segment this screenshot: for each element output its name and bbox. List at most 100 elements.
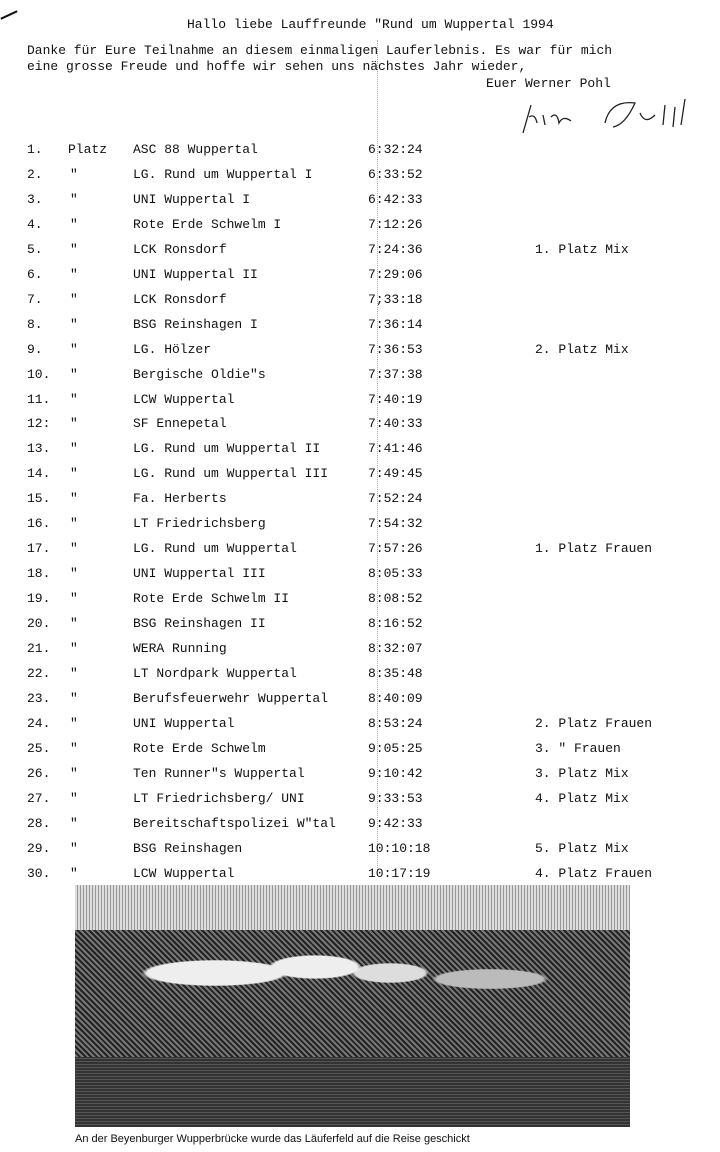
team-name: Rote Erde Schwelm — [133, 740, 266, 756]
finish-time: 7:37:38 — [368, 366, 423, 382]
pen-mark — [0, 10, 18, 20]
ditto-mark: Platz — [68, 142, 108, 157]
result-row: 20. " BSG Reinshagen II 8:16:52 — [0, 616, 720, 636]
team-name: LCW Wuppertal — [133, 865, 235, 881]
rank: 6. — [27, 266, 43, 282]
rank: 14. — [27, 466, 51, 482]
ditto-mark: " — [70, 316, 78, 332]
team-name: BSG Reinshagen — [133, 840, 243, 856]
rank: 21. — [27, 641, 51, 656]
rank: 8. — [27, 316, 43, 332]
ditto-mark: " — [70, 840, 78, 856]
result-row: 27. " LT Friedrichsberg/ UNI 9:33:53 4. Plat… — [0, 791, 720, 811]
rank: 23. — [27, 690, 51, 706]
result-row: 11. " LCW Wuppertal 7:40:19 — [0, 392, 720, 412]
rank: 20. — [27, 616, 51, 632]
team-name: LG. Rund um Wuppertal III — [133, 466, 329, 482]
finish-time: 8:35:48 — [368, 665, 423, 681]
finish-time: 7:36:14 — [368, 316, 423, 332]
team-name: WERA Running — [133, 641, 227, 656]
finish-time: 7:49:45 — [368, 466, 423, 482]
result-row: 17. " LG. Rund um Wuppertal 7:57:26 1. Platz… — [0, 541, 720, 561]
result-row: 10. " Bergische Oldie"s 7:37:38 — [0, 367, 720, 387]
result-row: 21. " WERA Running 8:32:07 — [0, 641, 720, 661]
finish-time: 10:10:18 — [368, 840, 431, 856]
rank: 10. — [27, 366, 51, 382]
team-name: LT Friedrichsberg — [133, 516, 266, 532]
team-name: LG. Rund um Wuppertal — [133, 541, 297, 557]
ditto-mark: " — [70, 516, 78, 532]
team-name: SF Ennepetal — [133, 416, 227, 432]
ditto-mark: " — [70, 541, 78, 557]
rank: 22. — [27, 665, 51, 681]
result-row: 12: " SF Ennepetal 7:40:33 — [0, 416, 720, 436]
ditto-mark: " — [70, 715, 78, 731]
team-name: Rote Erde Schwelm II — [133, 591, 290, 607]
result-row: 14. " LG. Rund um Wuppertal III 7:49:45 — [0, 466, 720, 486]
signature — [522, 98, 686, 134]
team-name: Fa. Herberts — [133, 491, 227, 507]
finish-time: 7:40:33 — [368, 416, 423, 432]
ditto-mark: " — [70, 366, 78, 382]
rank: 27. — [27, 790, 51, 806]
ditto-mark: " — [70, 341, 78, 357]
category-place: 1. Platz Frauen — [535, 541, 653, 557]
team-name: LT Friedrichsberg/ UNI — [133, 790, 305, 806]
result-row: 16. " LT Friedrichsberg 7:54:32 — [0, 516, 720, 536]
ditto-mark: " — [70, 241, 78, 257]
team-name: Rote Erde Schwelm I — [133, 216, 282, 232]
result-row: 18. " UNI Wuppertal III 8:05:33 — [0, 566, 720, 586]
rank: 9. — [27, 341, 43, 357]
category-place: 1. Platz Mix — [535, 241, 629, 257]
rank: 5. — [27, 241, 43, 257]
team-name: Bergische Oldie"s — [133, 366, 266, 382]
rank: 26. — [27, 765, 51, 781]
rank: 16. — [27, 516, 51, 532]
result-row: 19. " Rote Erde Schwelm II 8:08:52 — [0, 591, 720, 611]
finish-time: 7:41:46 — [368, 441, 423, 457]
finish-time: 9:05:25 — [368, 740, 423, 756]
category-place: 4. Platz Mix — [535, 790, 629, 806]
team-name: Bereitschaftspolizei W"tal — [133, 815, 336, 831]
result-row: 22. " LT Nordpark Wuppertal 8:35:48 — [0, 666, 720, 686]
result-row: 25. " Rote Erde Schwelm 9:05:25 3. " Frauen — [0, 741, 720, 761]
team-name: LCK Ronsdorf — [133, 241, 227, 257]
finish-time: 7:54:32 — [368, 516, 423, 532]
result-row: 15. " Fa. Herberts 7:52:24 — [0, 491, 720, 511]
ditto-mark: " — [70, 166, 78, 182]
finish-time: 8:08:52 — [368, 591, 423, 607]
result-row: 23. " Berufsfeuerwehr Wuppertal 8:40:09 — [0, 691, 720, 711]
rank: 28. — [27, 815, 51, 831]
team-name: Ten Runner"s Wuppertal — [133, 765, 305, 781]
finish-time: 9:42:33 — [368, 815, 423, 831]
ditto-mark: " — [70, 641, 78, 656]
ditto-mark: " — [70, 416, 78, 432]
rank: 29. — [27, 840, 51, 856]
finish-time: 10:17:19 — [368, 865, 431, 881]
result-row: 3. " UNI Wuppertal I 6:42:33 — [0, 192, 720, 212]
team-name: LCK Ronsdorf — [133, 291, 227, 307]
ditto-mark: " — [70, 740, 78, 756]
ditto-mark: " — [70, 191, 78, 207]
ditto-mark: " — [70, 790, 78, 806]
finish-time: 8:05:33 — [368, 566, 423, 582]
rank: 24. — [27, 715, 51, 731]
category-place: 3. " Frauen — [535, 740, 621, 756]
finish-time: 8:53:24 — [368, 715, 423, 731]
finish-time: 7:52:24 — [368, 491, 423, 507]
scan-artifact-line — [377, 40, 378, 870]
result-row: 2. " LG. Rund um Wuppertal I 6:33:52 — [0, 167, 720, 187]
team-name: UNI Wuppertal — [133, 715, 235, 731]
rank: 7. — [27, 291, 43, 307]
finish-time: 9:10:42 — [368, 765, 423, 781]
rank: 19. — [27, 591, 51, 607]
finish-time: 6:33:52 — [368, 166, 423, 182]
rank: 17. — [27, 541, 51, 557]
ditto-mark: " — [70, 566, 78, 582]
rank: 2. — [27, 166, 43, 182]
category-place: 3. Platz Mix — [535, 765, 629, 781]
result-row: 9. " LG. Hölzer 7:36:53 2. Platz Mix — [0, 342, 720, 362]
letter-closing: Euer Werner Pohl — [486, 76, 611, 91]
rank: 1. — [27, 142, 43, 157]
